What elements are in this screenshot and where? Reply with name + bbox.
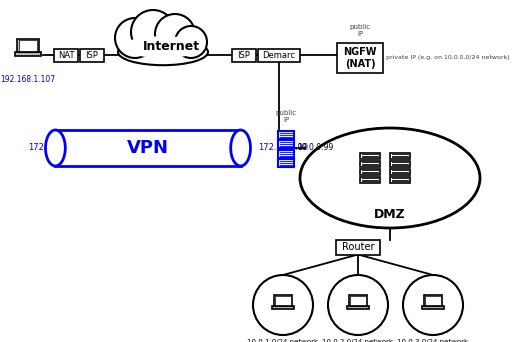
FancyBboxPatch shape — [278, 131, 294, 139]
Circle shape — [131, 10, 175, 54]
Ellipse shape — [46, 130, 66, 166]
FancyBboxPatch shape — [390, 160, 410, 167]
FancyBboxPatch shape — [16, 52, 41, 56]
FancyBboxPatch shape — [275, 296, 291, 305]
Text: 172.16.0.1: 172.16.0.1 — [28, 144, 73, 153]
FancyBboxPatch shape — [336, 239, 380, 254]
FancyBboxPatch shape — [56, 130, 241, 166]
Circle shape — [175, 26, 207, 58]
FancyBboxPatch shape — [425, 296, 441, 305]
FancyBboxPatch shape — [360, 169, 380, 175]
FancyBboxPatch shape — [258, 49, 300, 62]
Circle shape — [155, 14, 195, 54]
Circle shape — [253, 275, 313, 335]
FancyBboxPatch shape — [272, 306, 294, 310]
Text: 10.0.2.0/24 network: 10.0.2.0/24 network — [322, 339, 394, 342]
Ellipse shape — [300, 128, 480, 228]
FancyBboxPatch shape — [360, 153, 380, 159]
Ellipse shape — [231, 130, 251, 166]
Circle shape — [328, 275, 388, 335]
FancyBboxPatch shape — [19, 40, 37, 51]
FancyBboxPatch shape — [278, 159, 294, 167]
Circle shape — [115, 18, 155, 58]
FancyBboxPatch shape — [422, 306, 444, 310]
FancyBboxPatch shape — [337, 43, 383, 73]
Ellipse shape — [121, 36, 205, 58]
FancyBboxPatch shape — [80, 49, 104, 62]
FancyBboxPatch shape — [347, 306, 369, 310]
FancyBboxPatch shape — [274, 294, 292, 306]
Ellipse shape — [118, 39, 208, 65]
FancyBboxPatch shape — [424, 294, 443, 306]
FancyBboxPatch shape — [54, 49, 78, 62]
Text: 10.0.1.0/24 network: 10.0.1.0/24 network — [248, 339, 319, 342]
FancyBboxPatch shape — [390, 176, 410, 183]
FancyBboxPatch shape — [278, 140, 294, 148]
FancyBboxPatch shape — [350, 296, 366, 305]
Text: 192.168.1.107: 192.168.1.107 — [1, 75, 56, 84]
FancyBboxPatch shape — [390, 153, 410, 159]
Text: Demarc: Demarc — [263, 51, 295, 60]
Text: Internet: Internet — [142, 40, 200, 53]
Text: public
IP: public IP — [276, 110, 296, 123]
Text: 10.0.0.99: 10.0.0.99 — [297, 144, 333, 153]
Text: ISP: ISP — [86, 51, 98, 60]
FancyBboxPatch shape — [17, 39, 39, 52]
Text: DMZ: DMZ — [374, 208, 406, 221]
FancyBboxPatch shape — [390, 169, 410, 175]
Text: Router: Router — [342, 242, 374, 252]
FancyBboxPatch shape — [348, 294, 367, 306]
Text: public
IP: public IP — [349, 24, 371, 37]
FancyBboxPatch shape — [278, 149, 294, 158]
FancyBboxPatch shape — [360, 160, 380, 167]
Text: VPN: VPN — [127, 139, 169, 157]
Text: 10.0.3.0/24 network: 10.0.3.0/24 network — [397, 339, 469, 342]
Text: 172.16.0.99: 172.16.0.99 — [258, 144, 308, 153]
Circle shape — [403, 275, 463, 335]
Text: ISP: ISP — [238, 51, 251, 60]
Text: private IP (e.g. on 10.0.0.0/24 network): private IP (e.g. on 10.0.0.0/24 network) — [386, 55, 510, 61]
Text: NAT: NAT — [58, 51, 74, 60]
FancyBboxPatch shape — [232, 49, 256, 62]
FancyBboxPatch shape — [360, 176, 380, 183]
Text: NGFW
(NAT): NGFW (NAT) — [343, 47, 377, 69]
